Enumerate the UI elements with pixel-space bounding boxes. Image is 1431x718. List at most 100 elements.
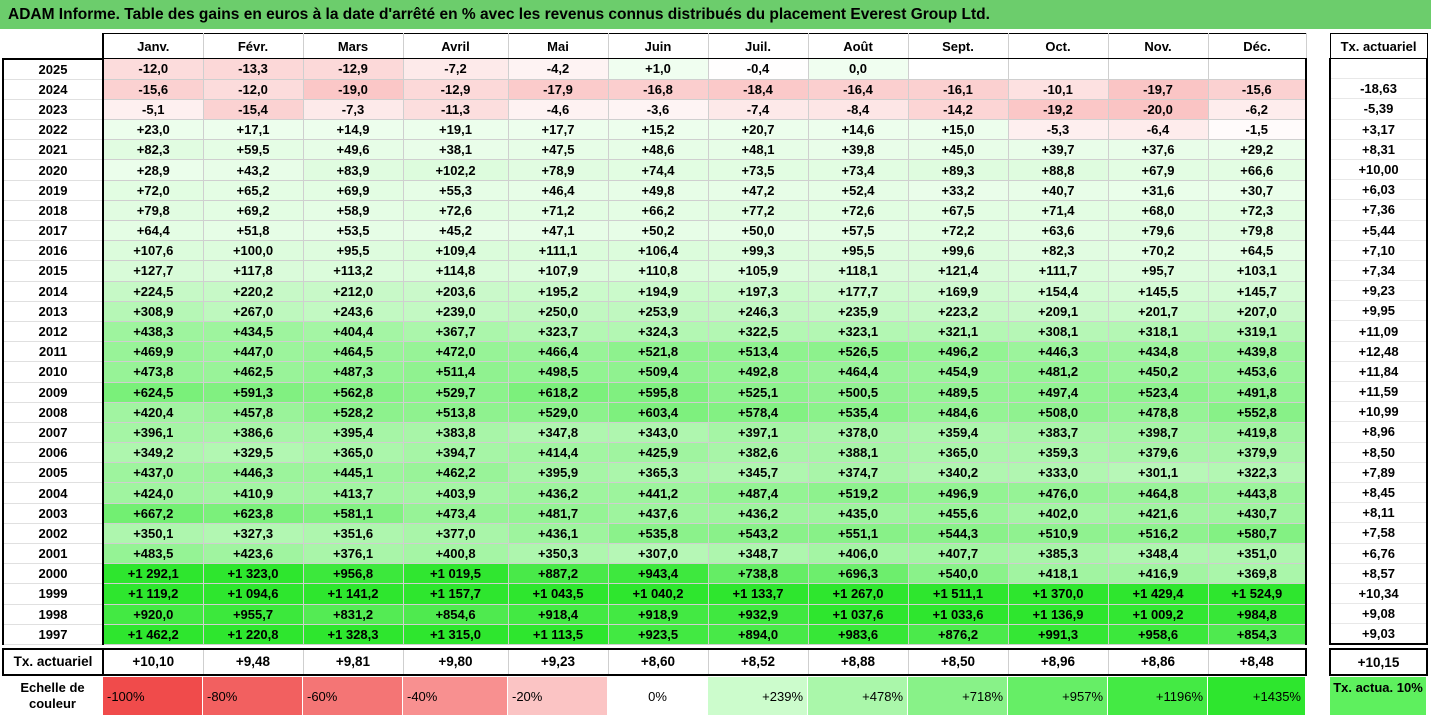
gain-cell: -3,6 (607, 98, 709, 121)
gain-cell: +99,3 (707, 240, 809, 262)
gain-cell: +224,5 (102, 280, 204, 302)
gain-cell: +918,9 (607, 603, 709, 625)
gain-cell: 0,0 (807, 58, 909, 80)
gains-table: Janv. Févr. Mars Avril Mai Juin Juil. Août Sept.… (2, 33, 1307, 676)
gain-cell: +1 033,6 (907, 603, 1009, 625)
gain-cell: +323,7 (507, 320, 609, 343)
color-scale-swatch: +478% (807, 676, 908, 716)
year-label: 1999 (2, 583, 104, 605)
table-row: 2008 +420,4 +457,8 +528,2 +513,8 +529,0 +603,4… (2, 401, 1307, 423)
tx-value: +7,89 (1329, 461, 1428, 483)
gain-cell: +1 119,2 (102, 583, 204, 605)
gain-cell: +117,8 (202, 260, 304, 282)
gain-cell: +958,6 (1107, 623, 1209, 645)
gain-cell: +74,4 (607, 159, 709, 181)
gain-cell: +854,3 (1207, 623, 1307, 645)
gain-cell: +377,0 (402, 522, 509, 545)
tx-value: +8,11 (1329, 502, 1428, 524)
gain-cell: +348,4 (1107, 542, 1209, 565)
tx-value: +11,09 (1329, 320, 1428, 342)
gain-cell: +487,3 (302, 361, 404, 383)
gain-cell: +416,9 (1107, 563, 1209, 585)
gain-cell: +464,8 (1107, 482, 1209, 504)
table-row: 2005 +437,0 +446,3 +445,1 +462,2 +395,9 +365,3… (2, 462, 1307, 484)
tx-value: +5,44 (1329, 219, 1428, 241)
tx-value: +12,48 (1329, 340, 1428, 362)
gain-cell: +106,4 (607, 240, 709, 262)
gain-cell: +114,8 (402, 260, 509, 282)
gain-cell: +111,1 (507, 240, 609, 262)
gain-cell: +53,5 (302, 219, 404, 242)
gain-cell: +47,2 (707, 179, 809, 201)
gain-cell: +624,5 (102, 381, 204, 403)
gain-cell: +473,8 (102, 361, 204, 383)
gain-cell: +324,3 (607, 320, 709, 343)
gain-cell: +464,4 (807, 361, 909, 383)
table-row: 2006 +349,2 +329,5 +365,0 +394,7 +414,4 +425,9… (2, 442, 1307, 464)
gain-cell: +513,8 (402, 401, 509, 423)
gain-cell: +397,1 (707, 421, 809, 444)
gain-cell: -7,3 (302, 98, 404, 121)
gain-cell: +413,7 (302, 482, 404, 504)
year-label: 2023 (2, 98, 104, 121)
gain-cell: +1 267,0 (807, 583, 909, 605)
gain-cell: +529,0 (507, 401, 609, 423)
gain-cell: -12,0 (202, 78, 304, 100)
year-label: 2012 (2, 320, 104, 343)
year-label: 2014 (2, 280, 104, 302)
gain-cell (1007, 58, 1109, 80)
tx-value: +3,17 (1329, 118, 1428, 140)
gain-cell: +322,5 (707, 320, 809, 343)
gain-cell: +595,8 (607, 381, 709, 403)
year-header (3, 33, 104, 59)
gain-cell: -11,3 (402, 98, 509, 121)
gain-cell: +209,1 (1007, 300, 1109, 322)
gain-cell: +1 462,2 (102, 623, 204, 645)
gain-cell: -16,4 (807, 78, 909, 100)
gain-cell: +562,8 (302, 381, 404, 403)
year-label: 2024 (2, 78, 104, 100)
gain-cell: +508,0 (1007, 401, 1109, 423)
gain-cell: +436,2 (507, 482, 609, 504)
actuarial-rate-column: Tx. actuariel -18,63 -5,39 +3,17 +8,31 +10,0… (1329, 33, 1428, 677)
gain-cell: +71,2 (507, 199, 609, 222)
color-scale-swatch: +957% (1007, 676, 1108, 716)
table-row: 2000 +1 292,1 +1 323,0 +956,8 +1 019,5 +887,2… (2, 563, 1307, 585)
year-label: 2019 (2, 179, 104, 201)
gain-cell: +308,9 (102, 300, 204, 322)
month-header: Avril (402, 33, 509, 59)
gain-cell: +438,3 (102, 320, 204, 343)
gain-cell: +347,8 (507, 421, 609, 444)
month-header: Mai (507, 33, 609, 59)
gain-cell: -19,2 (1007, 98, 1109, 121)
gain-cell: +72,3 (1207, 199, 1307, 222)
gain-cell: +435,0 (807, 502, 909, 524)
gain-cell: +345,7 (707, 462, 809, 484)
table-row: 2004 +424,0 +410,9 +413,7 +403,9 +436,2 +441,2… (2, 482, 1307, 504)
gain-cell: +462,2 (402, 462, 509, 484)
color-scale-swatch: +1435% (1207, 676, 1306, 716)
color-scale-swatch: 0% (607, 676, 708, 716)
gain-cell: +535,4 (807, 401, 909, 423)
gain-cell: +1 220,8 (202, 623, 304, 645)
gain-cell: +1 040,2 (607, 583, 709, 605)
year-label: 2008 (2, 401, 104, 423)
gain-cell: +267,0 (202, 300, 304, 322)
year-label: 2006 (2, 442, 104, 464)
gain-cell: +359,3 (1007, 442, 1109, 464)
gain-cell: +82,3 (1007, 240, 1109, 262)
gain-cell: +923,5 (607, 623, 709, 645)
gain-cell: +446,3 (1007, 341, 1109, 363)
gain-cell: +454,9 (907, 361, 1009, 383)
gain-cell: -19,7 (1107, 78, 1209, 100)
gain-cell: +46,4 (507, 179, 609, 201)
gain-cell: +102,2 (402, 159, 509, 181)
gain-cell: +113,2 (302, 260, 404, 282)
table-row: 1998 +920,0 +955,7 +831,2 +854,6 +918,4 +918,9… (2, 603, 1307, 625)
gain-cell: +379,9 (1207, 442, 1307, 464)
gain-cell: +1 019,5 (402, 563, 509, 585)
tx-value (1329, 57, 1428, 80)
year-label: 2011 (2, 341, 104, 363)
gain-cell: +1 136,9 (1007, 603, 1109, 625)
gain-cell: +420,4 (102, 401, 204, 423)
